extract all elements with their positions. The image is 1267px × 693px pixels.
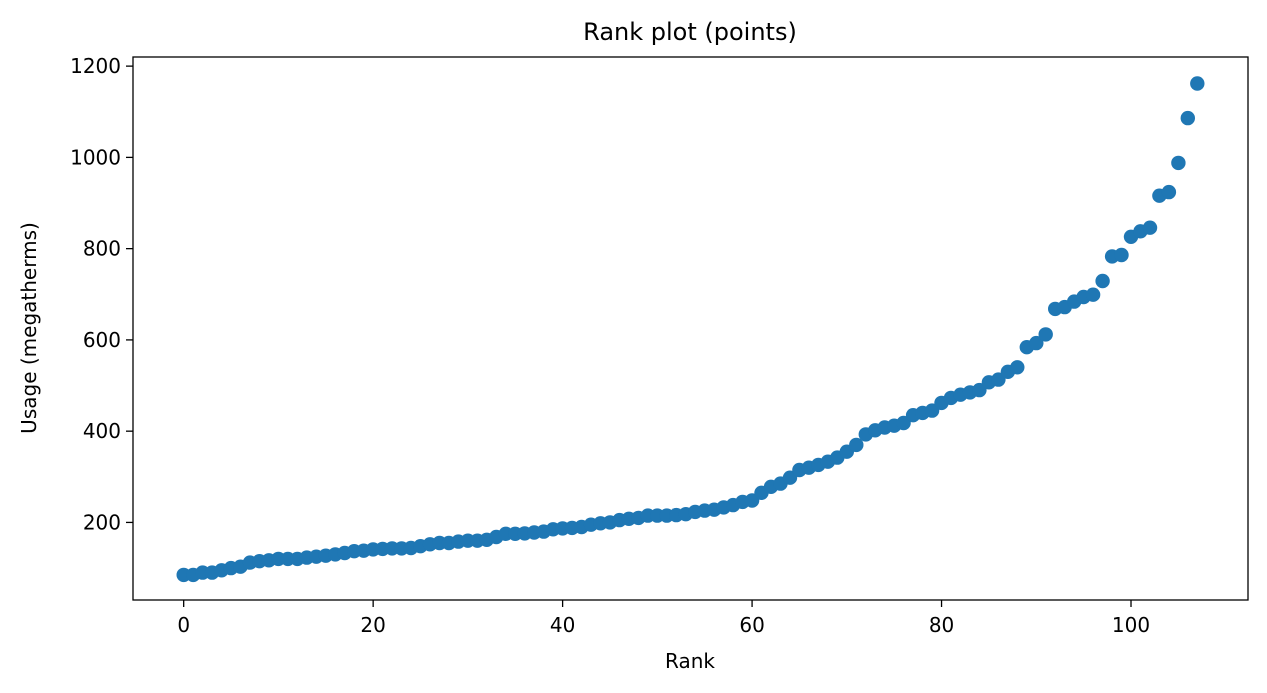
data-point	[991, 372, 1006, 387]
data-point	[1095, 273, 1110, 289]
data-point	[1085, 287, 1101, 302]
data-point	[1142, 220, 1158, 235]
x-tick-label: 60	[739, 613, 764, 637]
y-tick-label: 1200	[70, 54, 121, 78]
data-point	[1010, 360, 1025, 375]
data-point	[1190, 76, 1205, 91]
data-point	[1029, 335, 1044, 351]
data-point	[1180, 110, 1196, 126]
data-point	[1171, 155, 1186, 171]
data-points	[176, 76, 1205, 583]
data-point	[1114, 247, 1129, 263]
data-point	[1161, 184, 1177, 200]
data-point	[849, 437, 864, 453]
x-tick-label: 20	[360, 613, 385, 637]
y-tick-label: 1000	[70, 145, 121, 169]
x-tick-label: 0	[177, 613, 190, 637]
x-axis-label: Rank	[665, 649, 715, 673]
data-point	[896, 415, 911, 431]
y-axis-label: Usage (megatherms)	[17, 222, 41, 434]
x-tick-label: 100	[1112, 613, 1150, 637]
data-point	[1038, 327, 1053, 342]
y-axis-ticks: 200 400 600 800 1000 1200	[70, 54, 133, 534]
y-tick-label: 600	[83, 328, 121, 352]
data-point	[972, 382, 987, 398]
y-tick-label: 400	[83, 419, 121, 443]
x-tick-label: 80	[929, 613, 954, 637]
y-tick-label: 800	[83, 237, 121, 261]
chart-title: Rank plot (points)	[583, 18, 797, 46]
y-tick-label: 200	[83, 510, 121, 534]
x-tick-label: 40	[550, 613, 575, 637]
x-axis-ticks: 0 20 40 60 80 100	[177, 600, 1150, 637]
plot-frame	[132, 56, 1249, 601]
